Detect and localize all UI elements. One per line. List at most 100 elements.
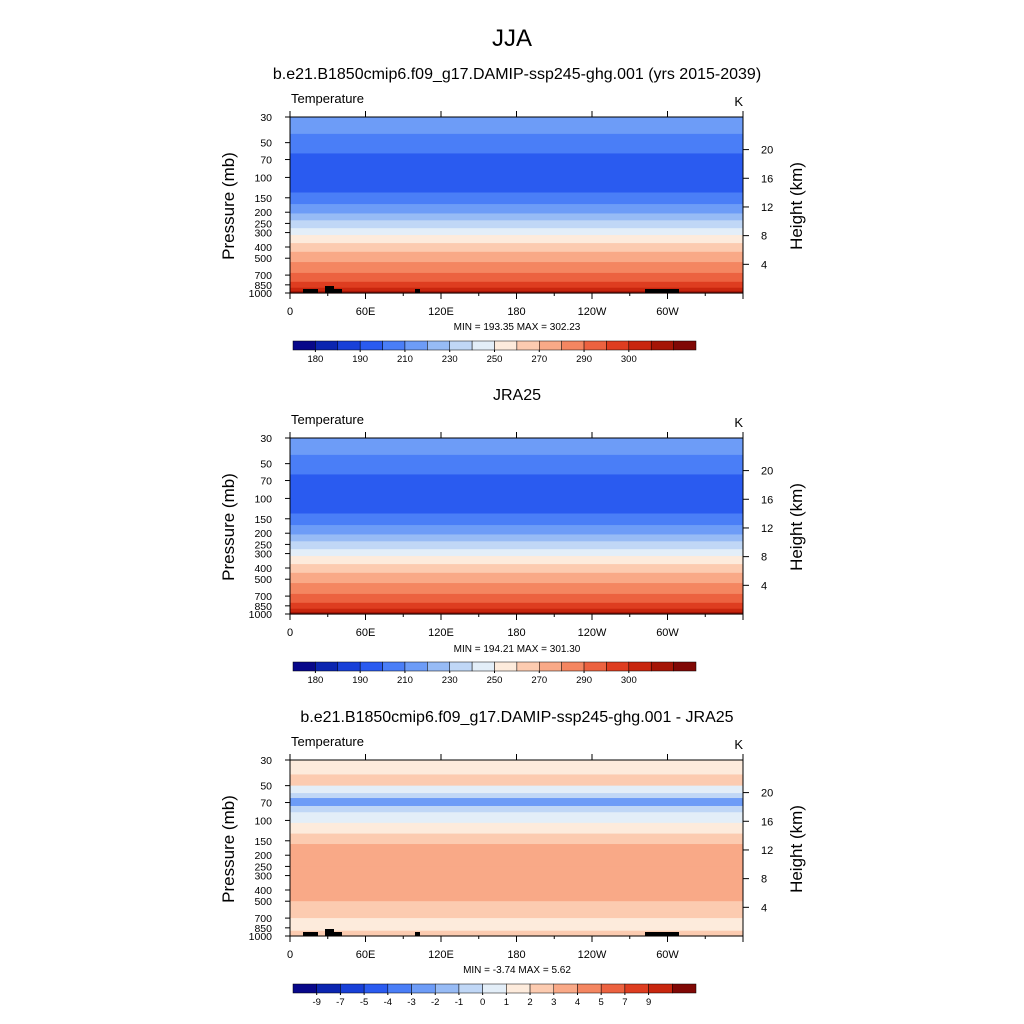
panel-reanalysis: JRA25 Temperature K 0 60E 120E 180 120W 60W 30… xyxy=(219,387,806,686)
colorbar-box xyxy=(359,661,383,672)
variable-label: Temperature xyxy=(291,91,364,106)
colorbar-box xyxy=(427,661,450,672)
colorbar-box xyxy=(482,983,507,994)
y2-tick-label: 16 xyxy=(761,816,773,828)
x-tick-label: 120E xyxy=(428,306,454,318)
y2-tick-label: 16 xyxy=(761,494,773,506)
colorbar-box xyxy=(583,340,607,351)
y-tick-label: 700 xyxy=(254,591,272,603)
colorbar-label: 190 xyxy=(352,675,368,686)
colorbar-box xyxy=(672,983,697,994)
y-tick-label: 70 xyxy=(260,476,272,488)
colorbar-box xyxy=(337,661,361,672)
terrain-block xyxy=(303,932,318,936)
y2-tick-label: 4 xyxy=(761,580,767,592)
colorbar-box xyxy=(337,340,361,351)
y-tick-label: 30 xyxy=(260,433,272,445)
panel-title: b.e21.B1850cmip6.f09_g17.DAMIP-ssp245-gh… xyxy=(273,66,761,83)
y-tick-label: 500 xyxy=(254,253,272,265)
y-tick-label: 500 xyxy=(254,574,272,586)
y-tick-label: 200 xyxy=(254,528,272,540)
colorbar-label: 300 xyxy=(621,354,637,365)
colorbar-box xyxy=(458,983,483,994)
units-label: K xyxy=(734,737,743,752)
contour-band xyxy=(290,608,743,613)
contour-band xyxy=(290,251,743,263)
x-tick-label: 0 xyxy=(287,306,293,318)
colorbar-label: 4 xyxy=(575,997,580,1008)
figure-title: JJA xyxy=(492,25,532,52)
terrain-block xyxy=(325,286,334,293)
contour-band xyxy=(290,760,743,776)
y-tick-label: 100 xyxy=(254,815,272,827)
x-tick-label: 120W xyxy=(578,949,607,961)
y2-tick-label: 20 xyxy=(761,788,773,800)
colorbar-box xyxy=(471,661,495,672)
min-max-stats: MIN = 194.21 MAX = 301.30 xyxy=(454,644,581,655)
contour-band xyxy=(290,243,743,253)
contour-band xyxy=(290,785,743,794)
contour-band xyxy=(290,572,743,584)
y2-axis-title: Height (km) xyxy=(787,162,806,250)
y-tick-label: 300 xyxy=(254,228,272,240)
colorbar-box xyxy=(583,661,607,672)
colorbar: 180 190 210 230 250 270 290 300 xyxy=(292,340,697,365)
contour-band xyxy=(290,774,743,787)
colorbar-box xyxy=(471,340,495,351)
y-axis-title: Pressure (mb) xyxy=(219,795,238,903)
colorbar-box xyxy=(561,661,585,672)
colorbar-box xyxy=(427,340,450,351)
colorbar-box xyxy=(628,661,652,672)
variable-label: Temperature xyxy=(291,734,364,749)
contour-band xyxy=(290,822,743,835)
panel-difference: b.e21.B1850cmip6.f09_g17.DAMIP-ssp245-gh… xyxy=(219,709,806,1008)
contour-band xyxy=(290,262,743,274)
contour-band xyxy=(290,901,743,919)
colorbar-box xyxy=(404,661,428,672)
colorbar-box xyxy=(382,661,406,672)
y-tick-label: 50 xyxy=(260,459,272,471)
colorbar-label: 270 xyxy=(531,354,547,365)
terrain-block xyxy=(334,932,342,936)
y2-axis-title: Height (km) xyxy=(787,483,806,571)
x-tick-label: 120W xyxy=(578,627,607,639)
contour-band xyxy=(290,805,743,813)
contour-band xyxy=(290,474,743,515)
colorbar-box xyxy=(606,340,630,351)
colorbar-label: 2 xyxy=(527,997,532,1008)
colorbar-box xyxy=(292,661,316,672)
y2-tick-label: 20 xyxy=(761,145,773,157)
y-tick-label: 300 xyxy=(254,871,272,883)
contour-band xyxy=(290,918,743,932)
colorbar-label: 210 xyxy=(397,675,413,686)
min-max-stats: MIN = 193.35 MAX = 302.23 xyxy=(454,322,581,333)
x-tick-label: 120E xyxy=(428,627,454,639)
units-label: K xyxy=(734,415,743,430)
y2-tick-label: 12 xyxy=(761,202,773,214)
colorbar-label: 180 xyxy=(307,675,323,686)
y-tick-label: 200 xyxy=(254,207,272,219)
panel-title: JRA25 xyxy=(493,387,541,404)
contour-band xyxy=(290,454,743,476)
colorbar-box xyxy=(315,340,339,351)
colorbar-label: 5 xyxy=(599,997,604,1008)
min-max-stats: MIN = -3.74 MAX = 5.62 xyxy=(463,965,571,976)
x-tick-label: 60E xyxy=(356,306,376,318)
y-tick-label: 150 xyxy=(254,514,272,526)
y-tick-label: 400 xyxy=(254,242,272,254)
contour-band xyxy=(290,541,743,550)
colorbar-label: 230 xyxy=(442,675,458,686)
colorbar-label: 290 xyxy=(576,675,592,686)
colorbar-label: -3 xyxy=(407,997,415,1008)
y-tick-label: 150 xyxy=(254,836,272,848)
colorbar-box xyxy=(516,661,540,672)
contour-band xyxy=(290,117,743,135)
contour-band xyxy=(290,593,743,604)
colorbar-box xyxy=(506,983,531,994)
contour-band xyxy=(290,438,743,456)
colorbar-box xyxy=(411,983,436,994)
colorbar-box xyxy=(648,983,673,994)
y2-tick-label: 16 xyxy=(761,173,773,185)
